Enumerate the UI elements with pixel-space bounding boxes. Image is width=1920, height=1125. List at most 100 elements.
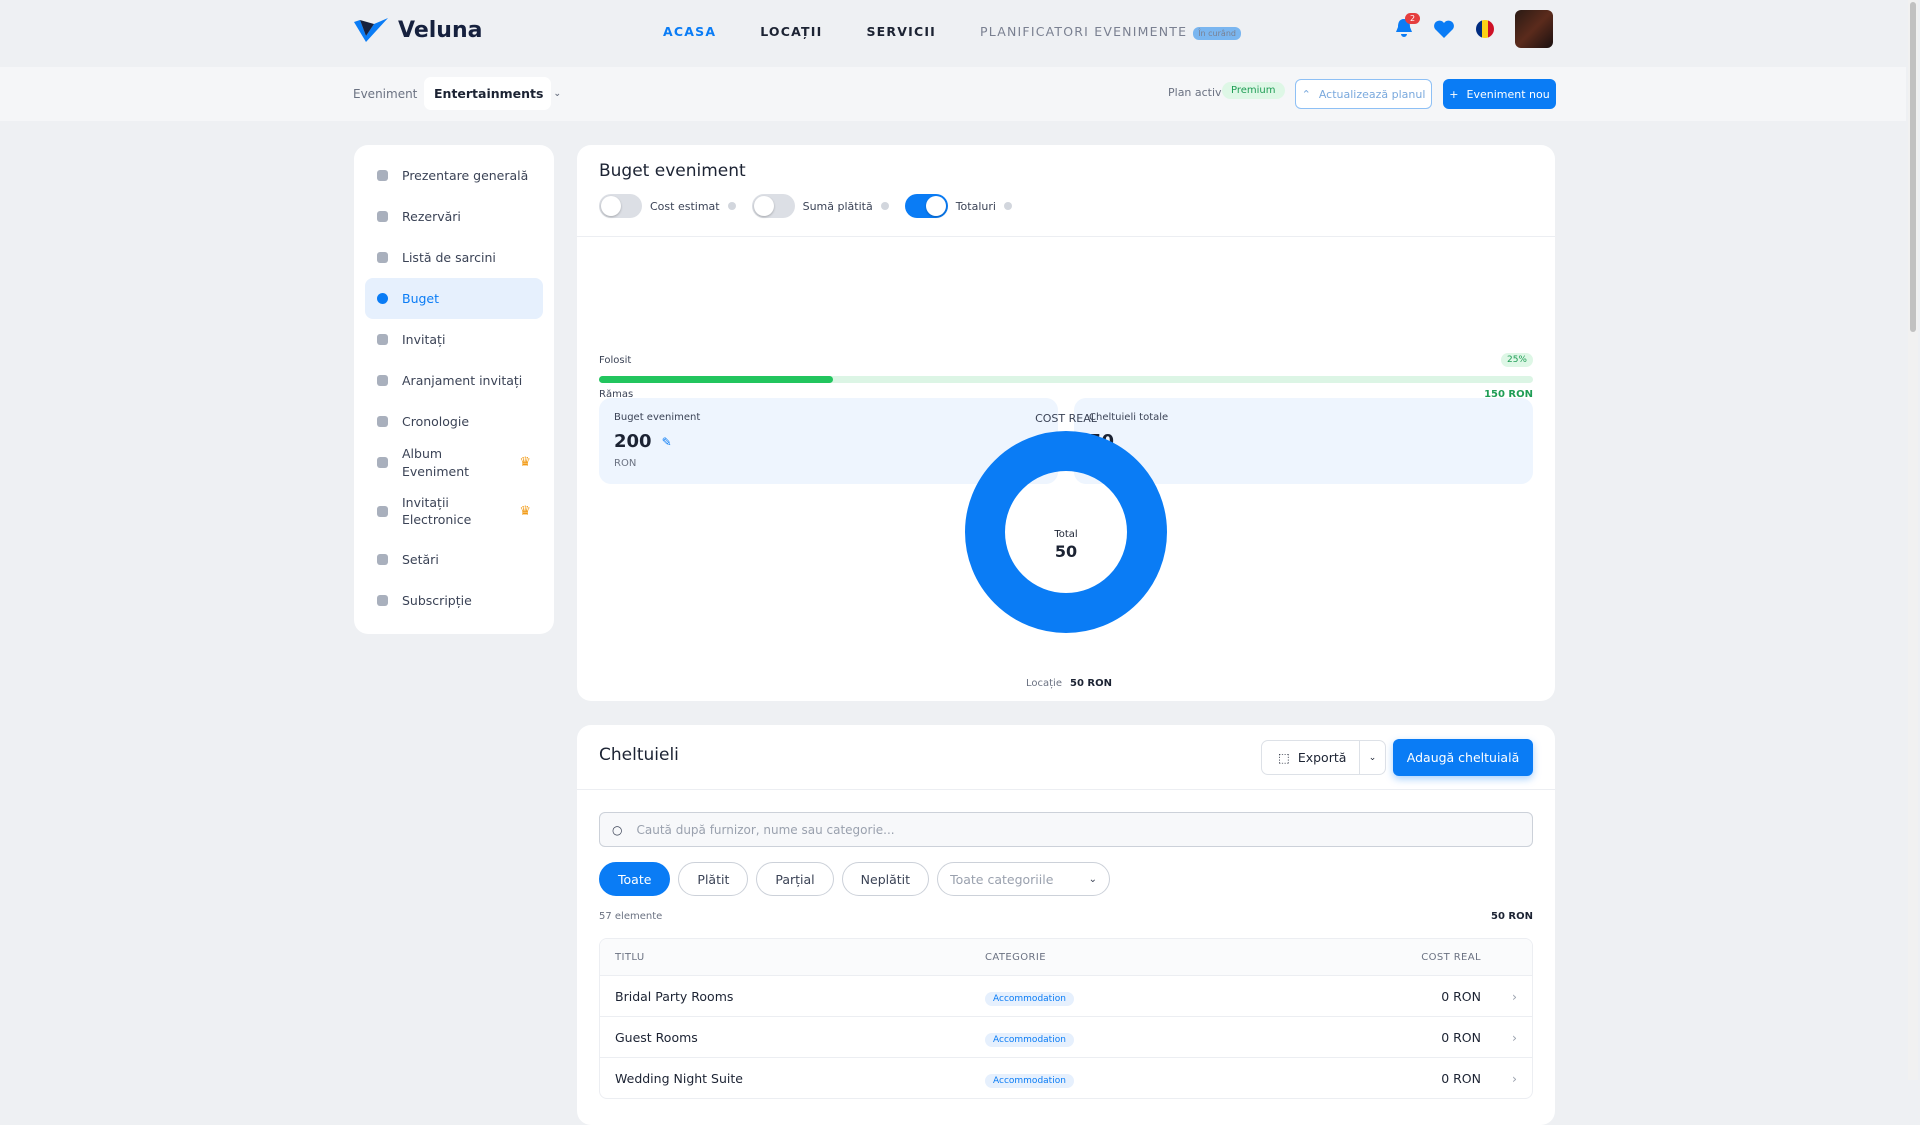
sidebar-item[interactable]: Rezervări [365,196,543,237]
upgrade-button[interactable]: ⌃ Actualizează planul [1295,79,1432,109]
row-title: Wedding Night Suite [615,1070,743,1086]
nav-icons: 2 [1395,10,1553,48]
sidebar-item[interactable]: Album Eveniment ♛ [365,442,543,483]
row-chevron: › [1512,1029,1517,1045]
row-cost: 0 RON [1441,1070,1481,1086]
summary-value: 200 [614,431,652,452]
budget-card: Buget eveniment Cost estimat Sumă plătită… [577,145,1555,701]
sidebar-item[interactable]: Cronologie [365,401,543,442]
soon-badge: În curând [1193,27,1241,40]
favorites-icon[interactable] [1433,19,1455,39]
search-input[interactable]: ○ Caută după furnizor, nume sau categorie… [599,812,1533,847]
nav-links: ACASA LOCAȚII SERVICII PLANIFICATORI EVENIM… [663,24,1241,40]
logo [354,18,388,42]
category-select-label: Toate categoriile [950,871,1054,887]
sidebar-label: Invitații Electronice [402,494,472,528]
toggle[interactable]: Cost estimat [599,194,736,218]
table-row[interactable]: Guest Rooms Accommodation 0 RON › [600,1016,1532,1057]
row-chevron: › [1512,988,1517,1004]
chart-title: COST REAL [1035,412,1098,425]
nav-link[interactable]: SERVICII [866,24,937,39]
row-category: Accommodation [985,1071,1365,1088]
sidebar-item[interactable]: Subscripție [365,580,543,621]
switch [751,194,795,218]
search-placeholder: Caută după furnizor, nume sau categorie.… [636,822,895,837]
sidebar-label: Subscripție [402,593,472,608]
nav-link[interactable]: ACASA [663,24,717,39]
center-value: 50 [1055,542,1077,561]
table-row[interactable]: Wedding Night Suite Accommodation 0 RON › [600,1057,1532,1098]
summary-unit: RON [614,458,637,469]
toggle-label: Cost estimat [650,199,720,213]
sidebar-icon [377,334,388,345]
edit-icon[interactable]: ✎ [661,434,672,449]
progress-track [599,376,1533,383]
filter-pill[interactable]: Toate [599,862,671,896]
sidebar-item[interactable]: Invitați [365,319,543,360]
avatar[interactable] [1515,10,1553,48]
sidebar-icon [377,293,388,304]
sidebar-item[interactable]: Listă de sarcini [365,237,543,278]
sidebar-icon [377,416,388,427]
divider [577,236,1555,237]
expenses-card: Cheltuieli ⬚ Exportă ⌄ Adaugă cheltuială ○… [577,725,1555,1125]
expenses-table: TITLU CATEGORIE COST REAL Bridal Party Room… [599,938,1533,1099]
sidebar-label: Cronologie [402,414,470,429]
summary-label: Cheltuieli totale [1089,412,1169,423]
divider [577,789,1555,790]
row-title: Bridal Party Rooms [615,988,734,1004]
switch [599,194,642,218]
sidebar: Prezentare generală Rezervări Listă de sar… [354,145,554,634]
row-title: Guest Rooms [615,1029,698,1045]
event-label: Eveniment [353,87,418,101]
info-dot [880,202,889,210]
toggle[interactable]: Sumă plătită [751,194,889,218]
sidebar-item[interactable]: Aranjament invitați [365,360,543,401]
plan-label: Plan activ [1168,86,1222,99]
sidebar-icon [377,375,388,386]
expenses-total: 50 RON [1491,911,1533,922]
export-button[interactable]: ⬚ Exportă ⌄ [1261,740,1386,775]
sidebar-label: Setări [402,552,439,567]
filter-pill[interactable]: Plătit [678,862,749,896]
sidebar-icon [377,211,388,222]
sidebar-icon [377,505,388,517]
sidebar-label: Rezervări [402,209,461,224]
event-value: Entertainments [434,86,544,101]
language-flag[interactable] [1475,19,1495,39]
filter-pill[interactable]: Parțial [756,862,834,896]
category-tag: Accommodation [985,1073,1074,1088]
table-header: TITLU CATEGORIE COST REAL [600,939,1532,975]
sidebar-icon [377,595,388,606]
table-row[interactable]: Bridal Party Rooms Accommodation 0 RON › [600,975,1532,1016]
sub-bar: Eveniment Entertainments ⌄ Plan activ Pre… [0,67,1906,121]
column-header: TITLU [615,951,645,963]
toggle[interactable]: Totaluri [904,194,1012,218]
export-label: Exportă [1297,750,1347,765]
sidebar-item[interactable]: Invitații Electronice ♛ [365,483,543,539]
scrollbar [1908,0,1918,1080]
sidebar-item[interactable]: Setări [365,539,543,580]
notifications[interactable]: 2 [1395,13,1421,41]
summary-label: Buget eveniment [614,412,701,423]
donut-segment [965,431,1167,633]
nav-link[interactable]: PLANIFICATORI EVENIMENTE În curând [980,24,1241,40]
category-select[interactable]: Toate categoriile ⌄ [937,862,1111,896]
sidebar-label: Buget [402,291,440,306]
scroll-thumb [1910,2,1916,332]
nav-link[interactable]: LOCAȚII [760,24,823,39]
brand[interactable]: Veluna [352,16,482,44]
sidebar-item[interactable]: Buget [365,278,543,319]
filter-pill[interactable]: Neplătit [841,862,930,896]
premium-crown: ♛ [519,503,531,519]
plan-badge: Premium [1222,82,1285,99]
event-select[interactable]: Entertainments ⌄ [424,77,561,110]
new-event-button[interactable]: + Eveniment nou [1443,79,1556,109]
sidebar-label: Prezentare generală [402,168,529,183]
sidebar-icon [377,252,388,263]
expenses-title: Cheltuieli [599,745,679,765]
sidebar-item[interactable]: Prezentare generală [365,155,543,196]
donut-chart: COST REAL Total 50 Locație 50 RON [965,412,1167,689]
column-header: COST REAL [1421,951,1481,963]
add-expense-button[interactable]: Adaugă cheltuială [1393,739,1533,776]
